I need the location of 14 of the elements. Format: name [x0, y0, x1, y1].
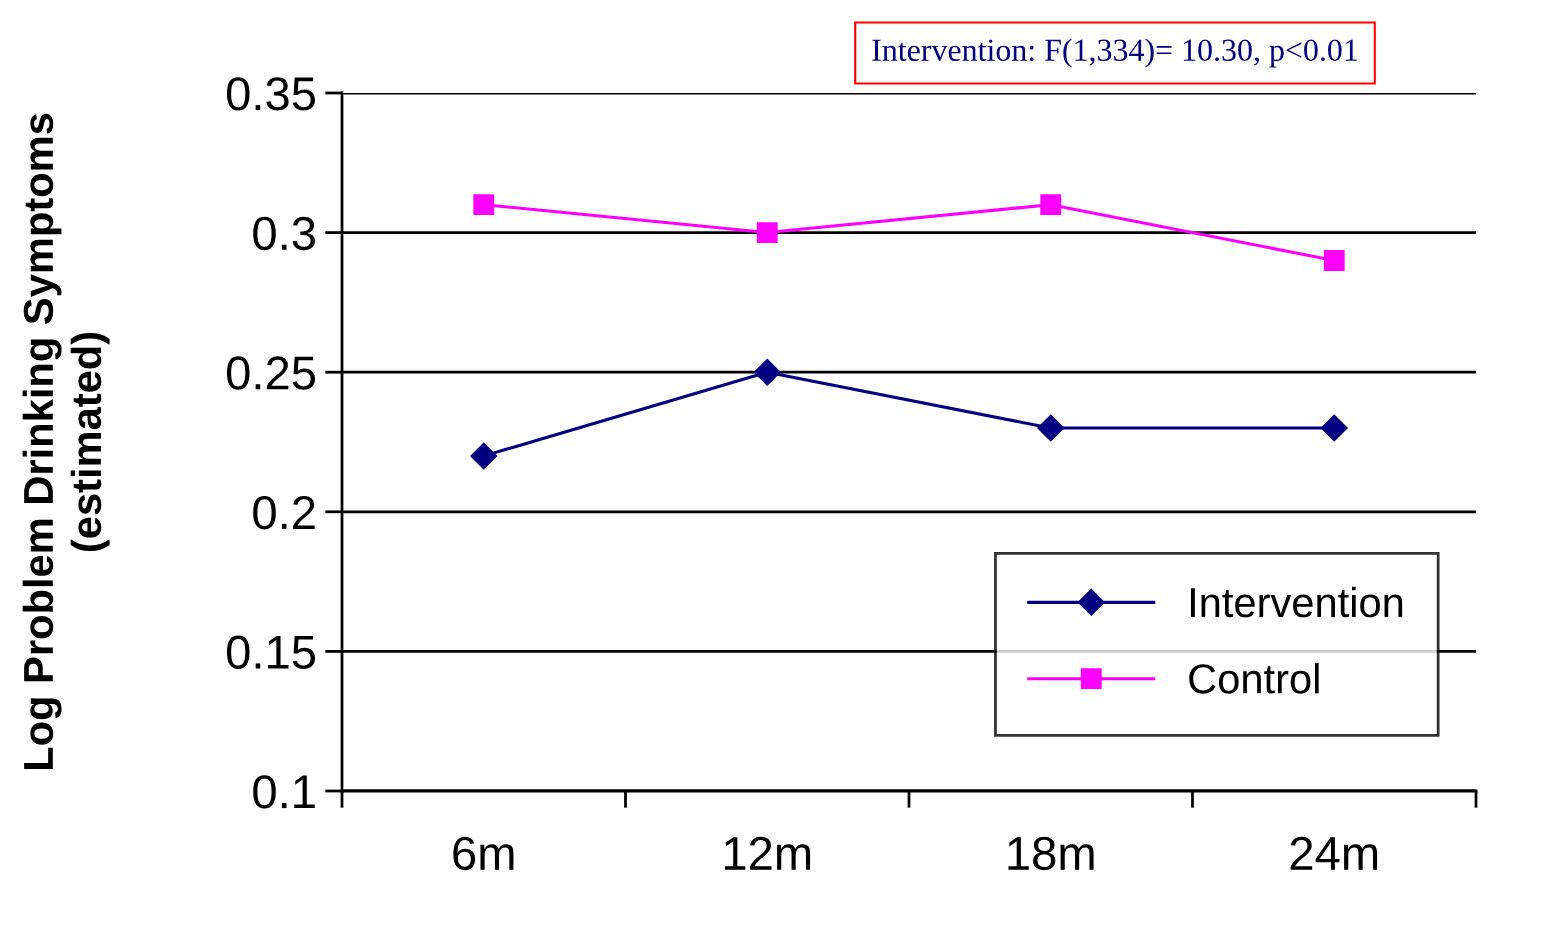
x-tick-label: 6m: [453, 836, 514, 871]
y-tick-label: 0.15: [226, 635, 316, 669]
y-tick-label: 0.25: [226, 356, 316, 390]
x-tick-label: 24m: [1290, 836, 1378, 870]
y-tick-label: 0.1: [253, 775, 315, 809]
y-tick-label: 0.35: [226, 77, 316, 111]
text: Intervention: F(1,334)= 10.30, p<0.01: [872, 38, 1357, 68]
y-tick-label: 0.2: [253, 495, 315, 530]
x-tick-label: 18m: [1008, 836, 1094, 871]
legend-label: Intervention: [1190, 586, 1403, 618]
y-axis-title: Log Problem Drinking Symptoms (estimated): [22, 113, 110, 770]
legend-label: Control: [1189, 663, 1319, 694]
x-tick-label: 12m: [724, 836, 811, 870]
y-tick-label: 0.3: [253, 216, 315, 251]
